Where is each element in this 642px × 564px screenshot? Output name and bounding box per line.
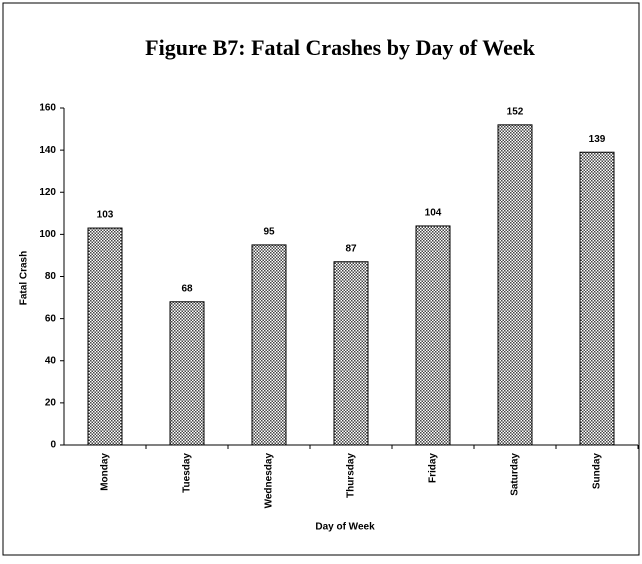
bar: [497, 124, 533, 446]
y-tick-label: 20: [45, 398, 57, 409]
frame: [2, 2, 640, 556]
y-tick-label: 120: [39, 187, 56, 198]
chart-title: Figure B7: Fatal Crashes by Day of Week: [145, 35, 535, 60]
y-tick-label: 160: [39, 103, 56, 114]
y-axis-label: Fatal Crash: [19, 251, 30, 305]
x-tick-label: Thursday: [346, 453, 357, 498]
x-tick-label: Monday: [100, 453, 111, 491]
y-tick-label: 0: [50, 440, 56, 451]
bar: [169, 301, 205, 446]
y-tick-label: 100: [39, 229, 56, 240]
value-label: 152: [507, 106, 524, 117]
x-axis-label: Day of Week: [315, 522, 375, 533]
value-label: 104: [425, 208, 442, 219]
bar: [87, 227, 123, 446]
y-tick-label: 80: [45, 271, 57, 282]
y-tick-label: 40: [45, 355, 57, 366]
value-label: 87: [345, 243, 357, 254]
y-tick-label: 140: [39, 145, 56, 156]
bar: [333, 261, 369, 446]
x-tick-label: Saturday: [510, 453, 521, 496]
value-label: 139: [589, 134, 606, 145]
bar: [579, 151, 615, 446]
bar: [251, 244, 287, 446]
value-label: 68: [181, 283, 193, 294]
x-tick-label: Sunday: [592, 453, 603, 490]
value-label: 103: [97, 210, 114, 221]
x-tick-label: Friday: [428, 453, 439, 483]
value-label: 95: [263, 227, 275, 238]
y-tick-label: 60: [45, 313, 57, 324]
bar: [415, 225, 451, 446]
x-tick-label: Wednesday: [264, 453, 275, 509]
x-tick-label: Tuesday: [182, 453, 193, 493]
